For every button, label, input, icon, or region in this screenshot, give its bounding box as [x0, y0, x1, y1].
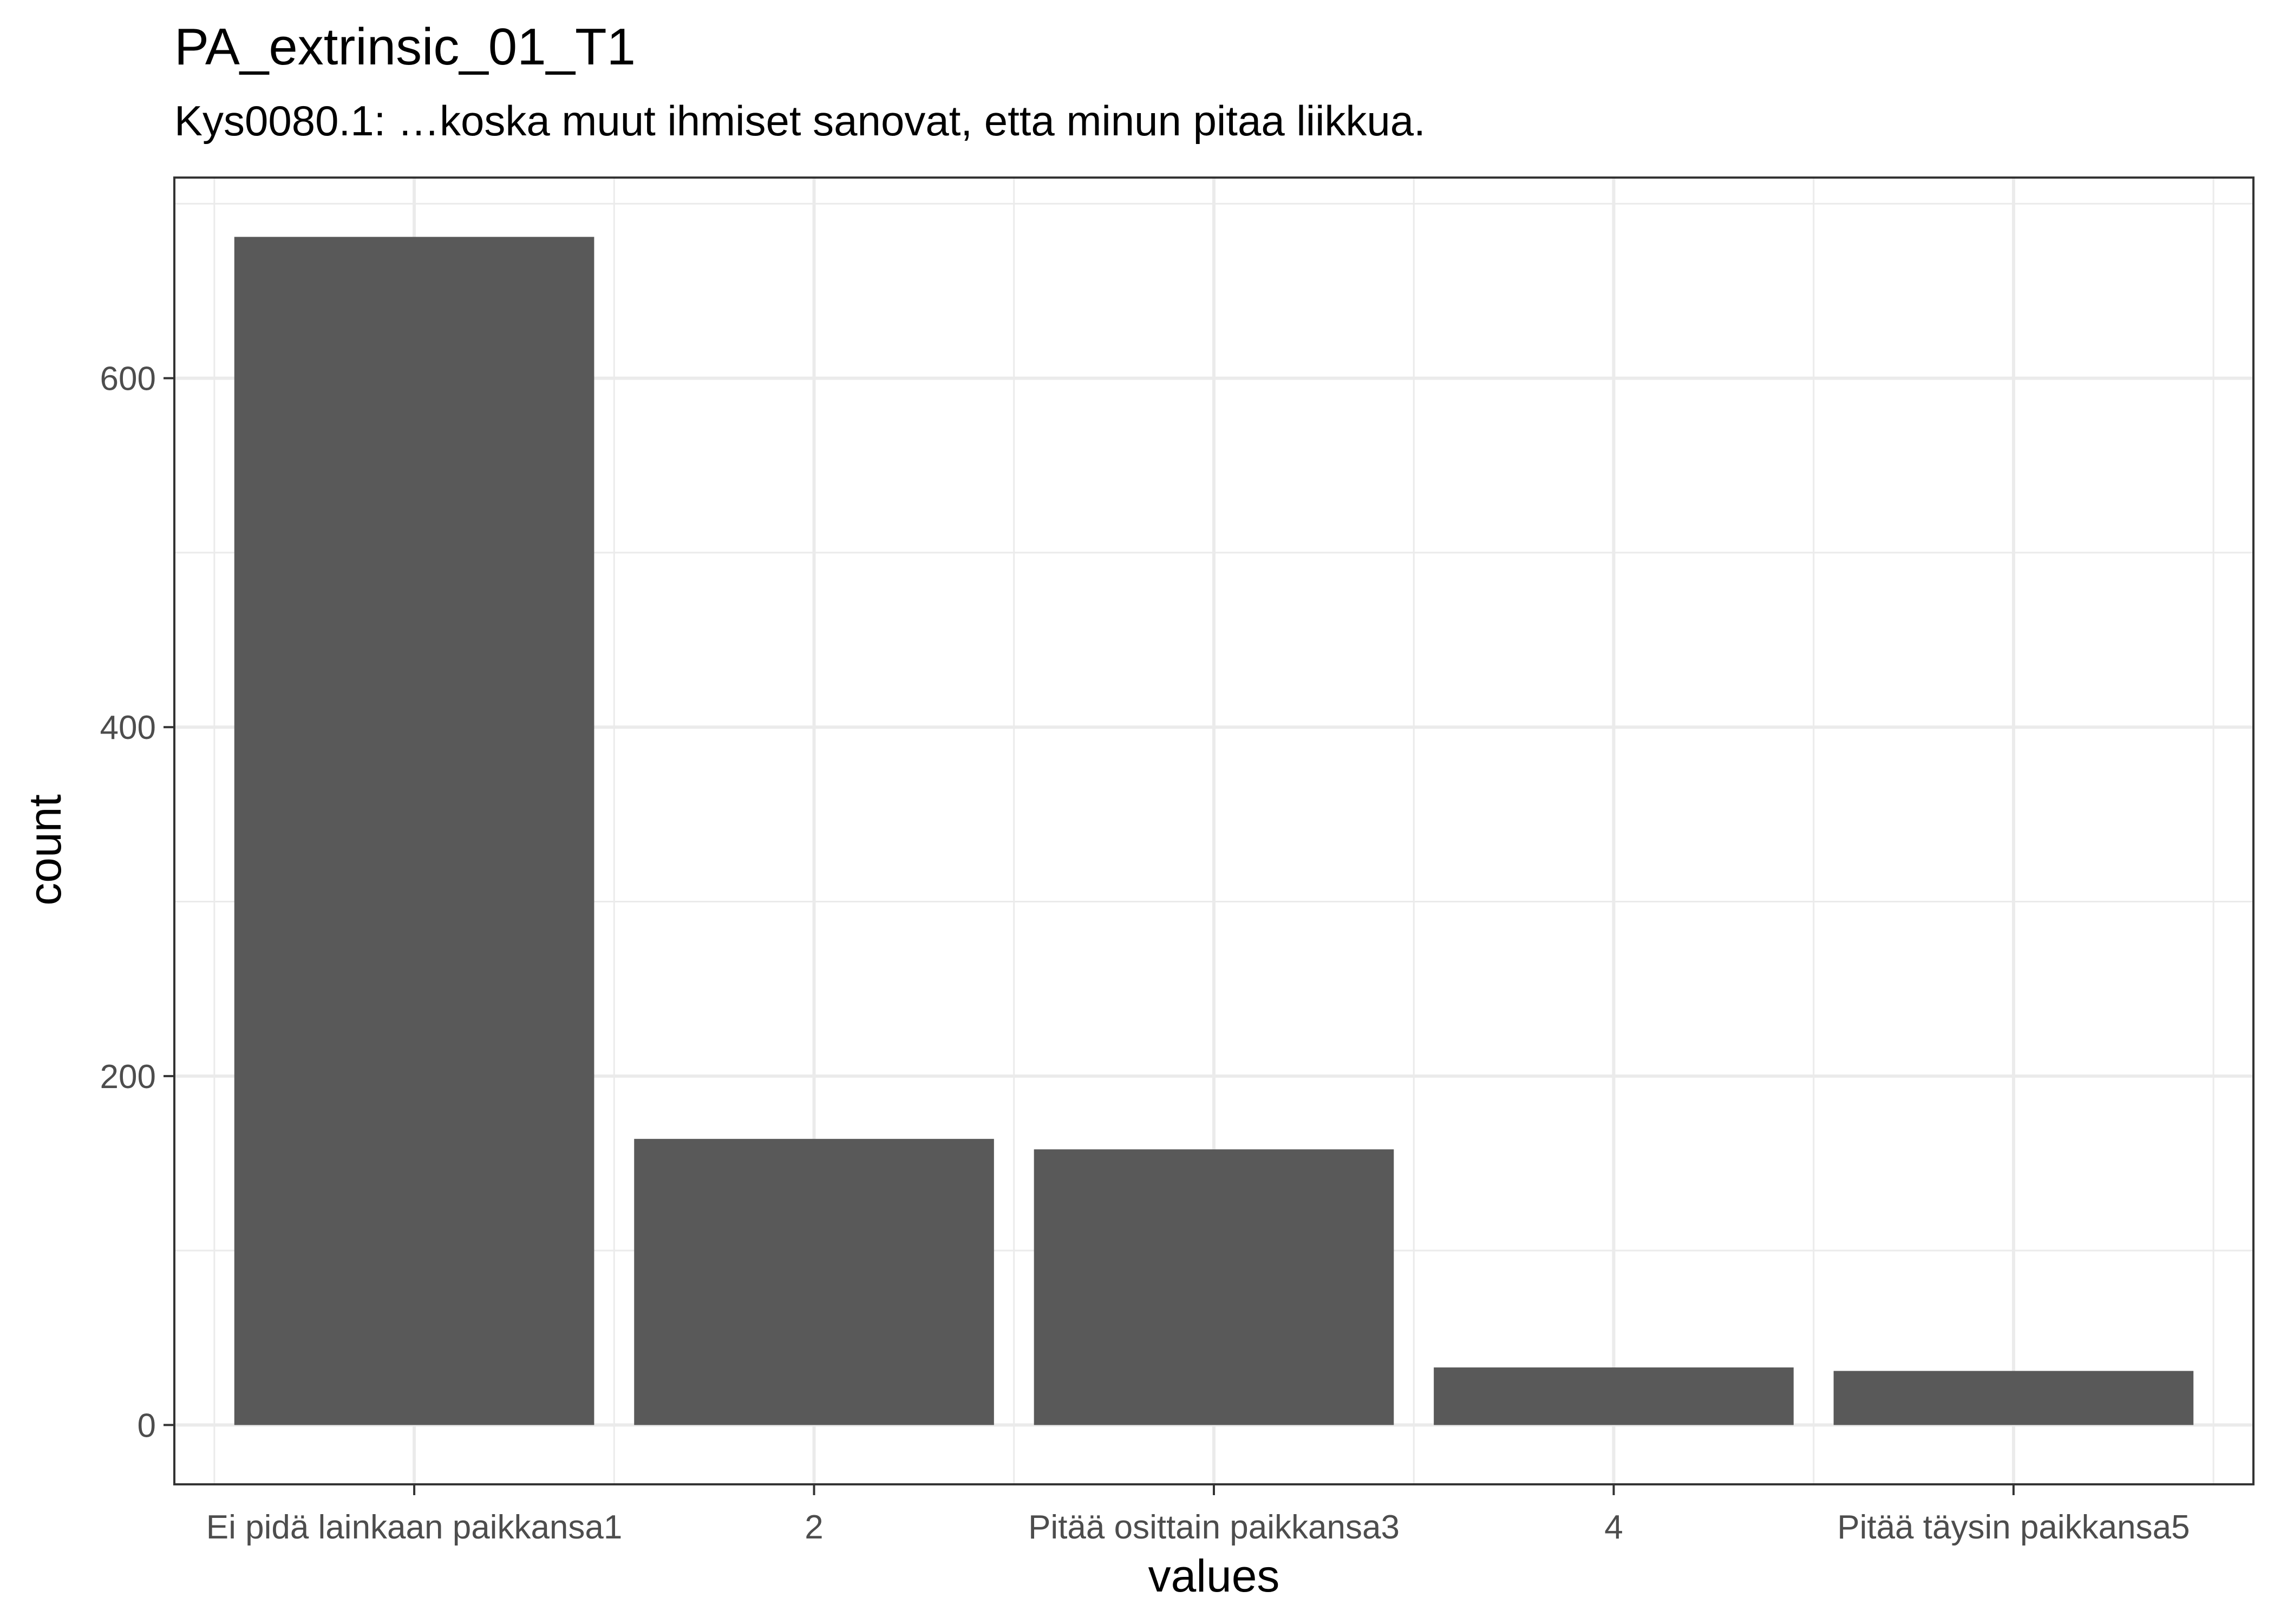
bar [234, 237, 594, 1425]
y-tick-label: 600 [100, 361, 156, 398]
axes: 0 200 400 600 Ei pidä lainkaan paikkansa1 2 Pi… [100, 361, 2190, 1546]
y-tick-label: 200 [100, 1058, 156, 1096]
chart-subtitle: Kys0080.1: …koska muut ihmiset sanovat, … [174, 97, 1426, 145]
y-tick-label: 400 [100, 709, 156, 746]
bar [1833, 1371, 2194, 1425]
x-tick-label: 4 [1604, 1509, 1623, 1546]
bar [1034, 1149, 1394, 1425]
y-tick-label: 0 [138, 1407, 156, 1444]
x-tick-label: 2 [805, 1509, 823, 1546]
x-tick-label: Pitää osittain paikkansa3 [1028, 1509, 1400, 1546]
bars [234, 237, 2194, 1425]
y-axis-label: count [19, 794, 70, 906]
bar [634, 1138, 994, 1425]
x-tick-label: Pitää täysin paikkansa5 [1837, 1509, 2190, 1546]
x-axis-label: values [1148, 1550, 1280, 1601]
x-tick-label: Ei pidä lainkaan paikkansa1 [206, 1509, 623, 1546]
bar [1434, 1367, 1794, 1425]
chart-title: PA_extrinsic_01_T1 [174, 18, 636, 76]
